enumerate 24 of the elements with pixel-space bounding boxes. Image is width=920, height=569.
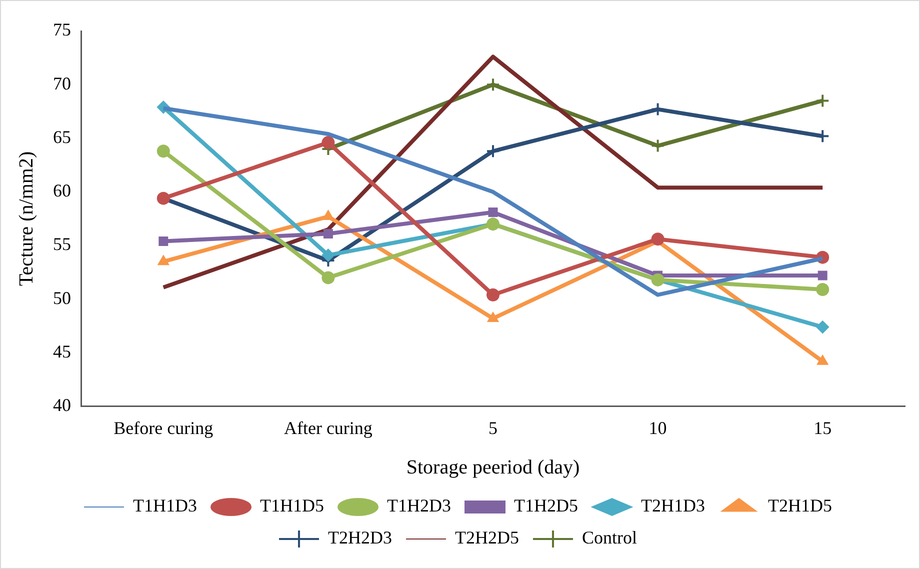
x-tick-label: Before curing bbox=[114, 418, 214, 438]
legend-label: Control bbox=[582, 528, 638, 548]
y-tick-label: 65 bbox=[53, 126, 71, 147]
legend-label: T1H1D3 bbox=[133, 496, 198, 516]
y-tick-label: 60 bbox=[53, 180, 71, 201]
legend-label: T1H1D5 bbox=[260, 496, 324, 516]
y-tick-label: 40 bbox=[53, 395, 71, 416]
x-tick-label: 5 bbox=[488, 418, 498, 438]
legend-label: T2H1D5 bbox=[768, 496, 832, 516]
y-tick-label: 50 bbox=[53, 288, 71, 308]
y-tick-label: 75 bbox=[53, 20, 71, 40]
x-tick-label: 15 bbox=[814, 418, 832, 438]
x-tick-label: 10 bbox=[648, 418, 667, 438]
legend-label: T2H1D3 bbox=[640, 496, 705, 516]
legend-label: T2H2D5 bbox=[455, 528, 519, 548]
legend-label: T2H2D3 bbox=[328, 528, 392, 548]
x-axis-title: Storage peeriod (day) bbox=[406, 456, 580, 478]
y-tick-label: 45 bbox=[53, 342, 71, 362]
legend-label: T1H2D5 bbox=[514, 496, 578, 516]
x-tick-label: After curing bbox=[284, 418, 372, 438]
y-axis-title: Tecture (n/mm2) bbox=[15, 151, 38, 286]
y-tick-label: 55 bbox=[53, 234, 71, 254]
legend-label: T1H2D3 bbox=[387, 496, 452, 516]
y-tick-label: 70 bbox=[53, 73, 71, 94]
